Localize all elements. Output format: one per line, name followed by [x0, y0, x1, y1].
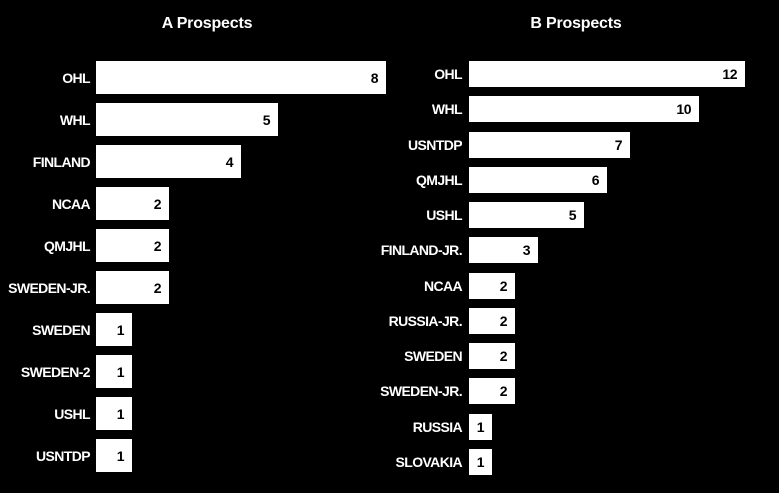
category-label: FINLAND-JR. [380, 242, 463, 259]
bar: 2 [96, 229, 169, 262]
bar: 2 [469, 343, 515, 369]
bar-row: FINLAND 4 [0, 145, 241, 178]
bar: 2 [469, 378, 515, 405]
category-label: SWEDEN-JR. [8, 279, 91, 296]
bar-row: QMJHL 2 [0, 229, 169, 262]
bar-value-label: 8 [370, 69, 379, 86]
category-label: SWEDEN [32, 321, 90, 338]
bar-value-label: 1 [476, 418, 485, 435]
bar-row: USNTDP 1 [0, 439, 132, 472]
category-label: SWEDEN-JR. [380, 383, 463, 400]
bar: 1 [469, 448, 492, 475]
bar: 2 [469, 272, 515, 299]
bar: 1 [96, 397, 132, 430]
bar-value-label: 2 [499, 348, 508, 364]
category-label: OHL [62, 69, 90, 86]
category-label: FINLAND [32, 153, 91, 170]
category-label: QMJHL [43, 237, 91, 254]
bar-row: SWEDEN-JR. 2 [0, 271, 169, 304]
bar-row: SLOVAKIA 1 [373, 448, 492, 475]
category-label: RUSSIA [412, 418, 463, 435]
bar-row: USHL 1 [0, 397, 132, 430]
bar: 6 [469, 166, 607, 193]
bar-row: NCAA 2 [373, 272, 515, 299]
bar-value-label: 1 [116, 321, 125, 338]
bar-row: QMJHL 6 [373, 166, 607, 193]
bar-value-label: 2 [499, 312, 508, 329]
category-label: SWEDEN-2 [20, 363, 91, 380]
bar-value-label: 2 [153, 195, 162, 212]
bar-value-label: 4 [225, 153, 234, 170]
bar-row: SWEDEN 2 [373, 343, 515, 369]
chart-b-prospects: B Prospects OHL 12 WHL 10 USNTDP 7 QMJHL 6 USHL 5… [373, 0, 779, 493]
category-label: USHL [54, 405, 90, 422]
bar-row: OHL 8 [0, 61, 386, 94]
bar: 1 [96, 313, 132, 346]
category-label: SLOVAKIA [395, 453, 463, 470]
bar-value-label: 6 [591, 171, 600, 188]
bar-row: WHL 10 [373, 96, 699, 123]
bar-row: RUSSIA 1 [373, 413, 492, 440]
bar: 5 [96, 103, 278, 136]
bar-value-label: 2 [499, 383, 508, 400]
bar-row: USNTDP 7 [373, 131, 630, 158]
bar-row: SWEDEN-JR. 2 [373, 378, 515, 405]
bar-row: RUSSIA-JR. 2 [373, 307, 515, 334]
bar: 3 [469, 237, 538, 264]
bar: 5 [469, 202, 584, 228]
bar: 12 [469, 61, 745, 87]
bar-value-label: 2 [153, 237, 162, 254]
bar-row: SWEDEN 1 [0, 313, 132, 346]
chart-a-title: A Prospects [161, 15, 253, 32]
bar: 2 [469, 307, 515, 334]
category-label: NCAA [423, 277, 463, 294]
bar-value-label: 3 [522, 242, 531, 259]
bar: 8 [96, 61, 386, 94]
bar-value-label: 1 [116, 447, 125, 464]
bar: 7 [469, 131, 630, 158]
category-label: QMJHL [415, 171, 463, 188]
bar-value-label: 1 [116, 405, 125, 422]
bar: 10 [469, 96, 699, 123]
bar-row: USHL 5 [373, 202, 584, 228]
category-label: WHL [59, 111, 91, 128]
category-label: NCAA [51, 195, 91, 212]
bar: 1 [469, 413, 492, 440]
category-label: USNTDP [408, 136, 463, 153]
category-label: SWEDEN [404, 348, 462, 364]
bar: 2 [96, 187, 169, 220]
bar-row: FINLAND-JR. 3 [373, 237, 538, 264]
bar-value-label: 12 [722, 66, 737, 82]
bar-value-label: 1 [116, 363, 125, 380]
category-label: USHL [426, 207, 462, 223]
bar-value-label: 2 [153, 279, 162, 296]
bar-row: SWEDEN-2 1 [0, 355, 132, 388]
bar-value-label: 10 [676, 101, 691, 118]
bar-value-label: 2 [499, 277, 508, 294]
bar-row: WHL 5 [0, 103, 278, 136]
bar-value-label: 7 [614, 136, 623, 153]
bar-row: OHL 12 [373, 61, 745, 87]
category-label: OHL [434, 66, 462, 82]
bar-row: NCAA 2 [0, 187, 169, 220]
chart-b-title: B Prospects [530, 15, 622, 32]
bar: 4 [96, 145, 241, 178]
bar: 1 [96, 355, 132, 388]
chart-a-prospects: A Prospects OHL 8 WHL 5 FINLAND 4 NCAA 2 QMJHL 2 S… [0, 15, 386, 472]
category-label: RUSSIA-JR. [388, 312, 463, 329]
bar-value-label: 5 [262, 111, 271, 128]
bar-value-label: 1 [476, 453, 485, 470]
bar: 1 [96, 439, 132, 472]
bar-value-label: 5 [568, 207, 577, 223]
category-label: USNTDP [36, 447, 91, 464]
category-label: WHL [431, 101, 463, 118]
bar: 2 [96, 271, 169, 304]
